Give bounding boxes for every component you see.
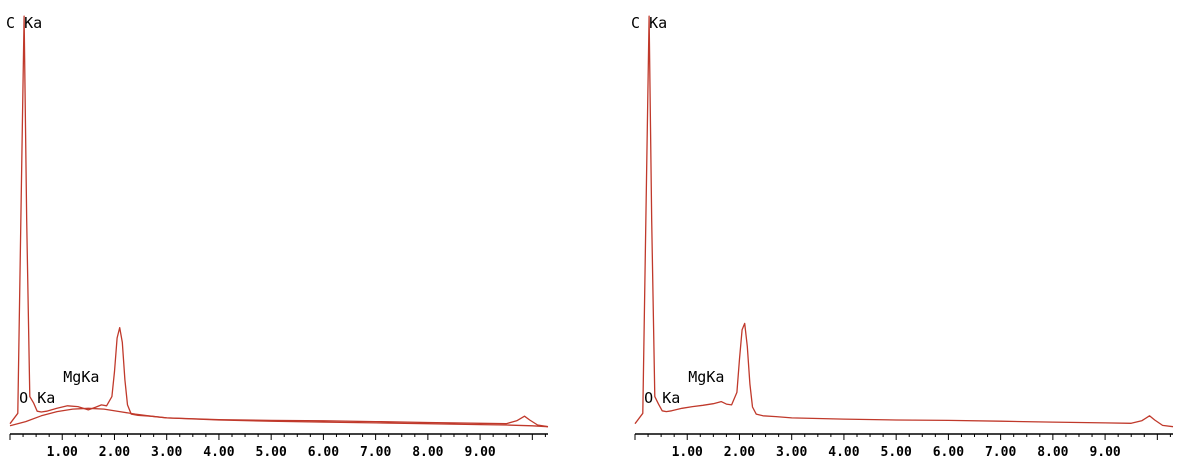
spectrum-line — [9, 15, 549, 428]
x-tick-label: 2.00 — [99, 445, 130, 460]
peak-label: C Ka — [631, 14, 667, 32]
spectrum-line — [634, 15, 1174, 428]
x-tick-label: 6.00 — [933, 445, 964, 460]
x-tick-label: 1.00 — [47, 445, 78, 460]
peak-label: MgKa — [688, 368, 724, 386]
x-tick-label: 7.00 — [985, 445, 1016, 460]
background-fit-line — [9, 407, 549, 428]
x-tick-label: 4.00 — [828, 445, 859, 460]
spectrum-chart-2: 1.00 2.00 3.00 4.00 5.00 6.00 7.00 8.00 9.00 C Ka… — [625, 0, 1185, 461]
x-tick-label: 7.00 — [360, 445, 391, 460]
x-tick-label: 2.00 — [724, 445, 755, 460]
x-tick-label: 5.00 — [881, 445, 912, 460]
spectrum-plot-1: 1.00 2.00 3.00 4.00 5.00 6.00 7.00 8.00 9.00 C Ka… — [6, 14, 549, 460]
peak-label: MgKa — [63, 368, 99, 386]
x-tick-label: 6.00 — [308, 445, 339, 460]
x-tick-label: 3.00 — [151, 445, 182, 460]
x-tick-label: 3.00 — [776, 445, 807, 460]
peak-label: C Ka — [6, 14, 42, 32]
peak-label: O Ka — [19, 389, 55, 407]
x-tick-label: 5.00 — [256, 445, 287, 460]
x-tick-label: 4.00 — [203, 445, 234, 460]
spectrum-plot-2: 1.00 2.00 3.00 4.00 5.00 6.00 7.00 8.00 9.00 C Ka… — [631, 14, 1174, 460]
x-tick-label: 9.00 — [1089, 445, 1120, 460]
x-tick-label: 8.00 — [412, 445, 443, 460]
x-tick-label: 9.00 — [464, 445, 495, 460]
peak-label: O Ka — [644, 389, 680, 407]
x-tick-label: 8.00 — [1037, 445, 1068, 460]
x-tick-label: 1.00 — [672, 445, 703, 460]
spectrum-chart-1: 1.00 2.00 3.00 4.00 5.00 6.00 7.00 8.00 9.00 C Ka… — [0, 0, 560, 461]
